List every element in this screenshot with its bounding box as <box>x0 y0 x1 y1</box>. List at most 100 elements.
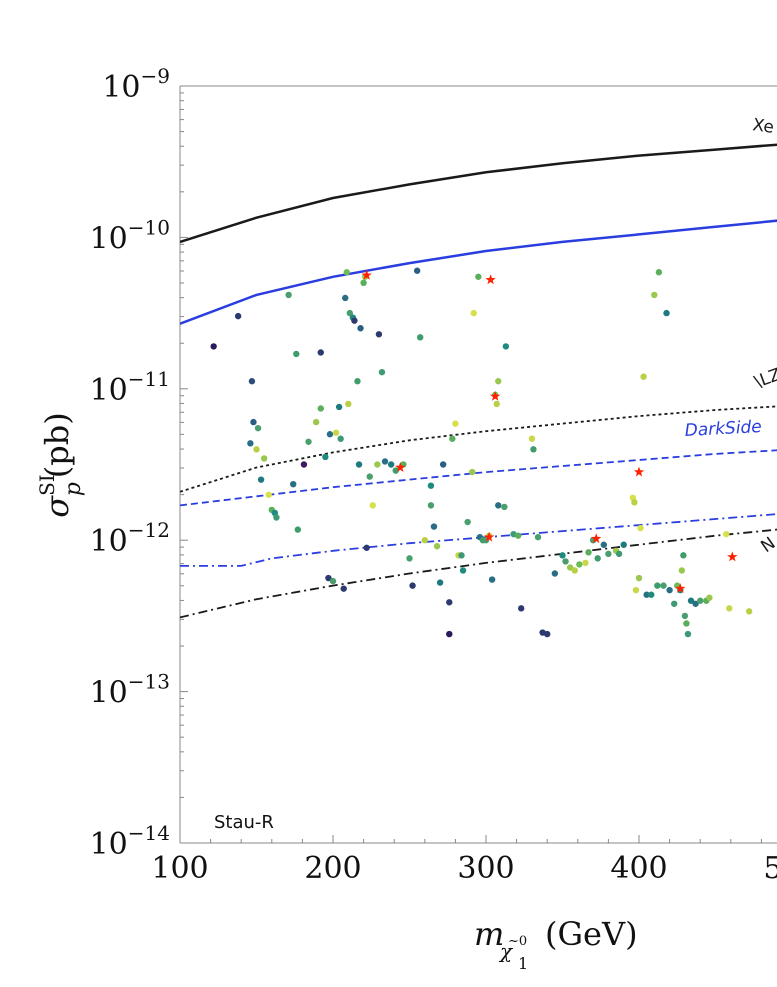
scatter-point <box>514 532 522 539</box>
scatter-point <box>374 461 381 468</box>
scatter-point <box>683 620 690 627</box>
star-marker <box>590 533 602 544</box>
panel-label: Stau-R <box>214 812 274 833</box>
x-tick-label: 200 <box>304 851 361 886</box>
scatter-point <box>343 269 350 276</box>
scatter-point <box>351 317 358 324</box>
y-tick-label: 10−10 <box>90 215 170 256</box>
scatter-point <box>687 597 695 604</box>
scatter-point <box>335 403 343 411</box>
scatter-point <box>670 600 678 607</box>
scatter-point <box>250 418 257 426</box>
scatter-point <box>594 555 601 562</box>
curve-neutrino-floor-xe <box>180 528 777 619</box>
scatter-point <box>692 600 699 607</box>
scatter-point <box>562 558 569 565</box>
scatter-point <box>684 630 692 638</box>
scatter-point <box>285 291 292 299</box>
scatter-point <box>651 291 658 299</box>
scatter-point <box>528 435 536 442</box>
scatter-point <box>366 473 373 480</box>
x-axis-title: m χ ~0 1 (GeV) <box>474 915 638 977</box>
scatter-point <box>300 461 308 468</box>
scatter-point <box>342 294 349 302</box>
star-marker <box>675 583 686 594</box>
scatter-point <box>501 503 508 511</box>
star-marker <box>483 531 495 542</box>
scatter-point <box>458 552 465 559</box>
y-tick-label: 10−9 <box>102 64 170 105</box>
curve-label-xenon: Xe <box>751 115 775 138</box>
scatter-point <box>544 630 551 638</box>
scatter-point <box>430 523 438 530</box>
scatter-point <box>446 599 453 606</box>
x-tick-label: 400 <box>610 851 667 886</box>
scatter-point <box>387 461 395 468</box>
scatter-point <box>446 630 453 638</box>
scatter-point <box>322 453 329 461</box>
scatter-point <box>643 591 650 598</box>
points-layer <box>210 267 753 638</box>
star-marker <box>361 269 372 280</box>
curve-pandax <box>180 219 777 325</box>
scatter-point <box>293 350 300 358</box>
scatter-point <box>582 559 589 567</box>
scatter-point <box>340 585 347 592</box>
scatter-point <box>357 325 364 332</box>
scatter-point <box>346 309 354 317</box>
scatter-point <box>325 574 332 582</box>
star-marker <box>633 466 645 477</box>
scatter-point <box>663 309 670 317</box>
scatter-point <box>427 502 435 509</box>
scatter-point <box>495 502 502 509</box>
scatter-point <box>551 570 559 577</box>
scatter-point <box>475 273 482 280</box>
star-marker <box>489 390 501 401</box>
scatter-point <box>260 455 268 462</box>
scatter-point <box>635 574 643 582</box>
scatter-point <box>381 458 389 465</box>
scatter-point <box>493 400 500 408</box>
curve-darkside <box>180 449 777 507</box>
scatter-point <box>427 482 435 489</box>
scatter-point <box>745 608 753 615</box>
scatter-point <box>433 543 441 550</box>
scatter-point <box>421 537 428 544</box>
scatter-point <box>681 612 689 620</box>
curve-label-lz: \LZ <box>752 365 777 393</box>
ticks-layer: 100 200 300 400 500 10−9 10−10 10−11 10−12 10−13 1… <box>90 64 777 886</box>
curve-lz <box>180 405 777 493</box>
scatter-point <box>248 378 256 385</box>
scatter-point <box>566 564 574 571</box>
scatter-point <box>469 468 476 476</box>
y-tick-label: 10−14 <box>90 821 170 862</box>
scatter-point <box>254 424 262 432</box>
scatter-point <box>326 431 334 438</box>
scatter-point <box>355 461 363 468</box>
scatter-point <box>631 499 638 506</box>
scatter-point <box>449 435 456 442</box>
scatter-point <box>329 577 337 585</box>
x-tick-label: 500 <box>763 851 777 886</box>
scatter-point <box>640 373 647 380</box>
scatter-point <box>210 343 217 350</box>
x-tick-label: 100 <box>151 851 208 886</box>
scatter-point <box>678 567 686 574</box>
scatter-point <box>620 541 627 548</box>
scatter-point <box>375 331 383 338</box>
scatter-point <box>576 561 583 568</box>
scatter-point <box>369 502 376 509</box>
scatter-point <box>406 555 413 562</box>
scatter-point <box>392 467 399 474</box>
scatter-point <box>600 541 608 548</box>
scatter-point <box>413 267 421 274</box>
y-axis-title: σSIp(pb) <box>35 412 86 517</box>
scatter-point <box>534 533 542 541</box>
curve-label-nu-floor: N <box>757 533 777 557</box>
scatter-point <box>273 514 280 521</box>
scatter-point <box>417 334 424 341</box>
scatter-point <box>464 518 471 526</box>
scatter-point <box>354 378 361 385</box>
scatter-point <box>632 586 640 594</box>
